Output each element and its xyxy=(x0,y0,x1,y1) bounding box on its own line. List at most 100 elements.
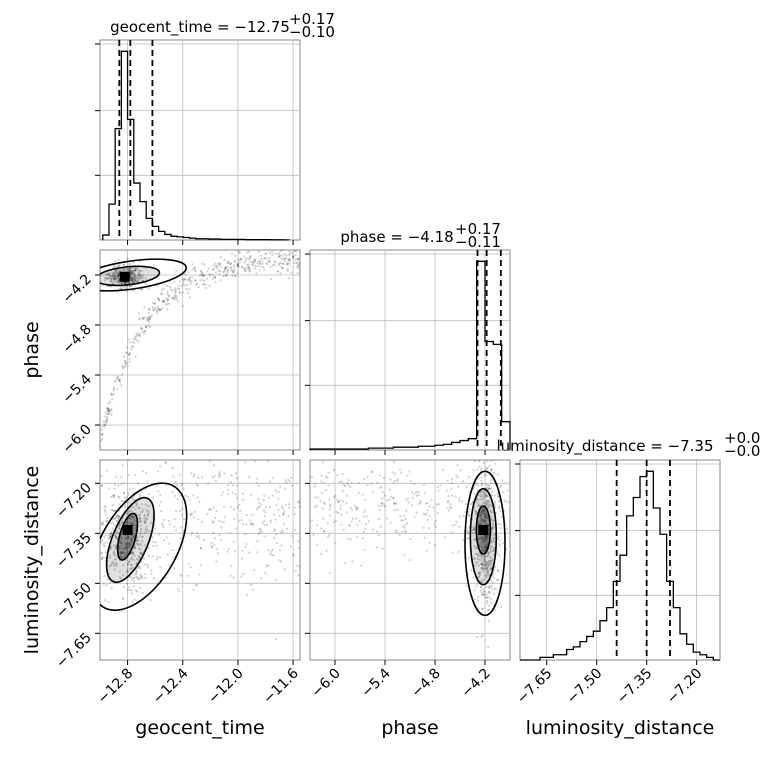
sample-point xyxy=(192,475,195,478)
sample-point xyxy=(153,460,156,462)
sample-point xyxy=(480,520,484,523)
sample-point xyxy=(378,518,381,521)
sample-point xyxy=(197,476,200,479)
sample-point xyxy=(395,531,398,534)
sample-point xyxy=(139,276,142,280)
sample-point xyxy=(160,308,163,311)
sample-point xyxy=(411,496,414,499)
sample-point xyxy=(260,577,263,580)
sample-point xyxy=(131,496,134,500)
sample-point xyxy=(451,478,454,481)
sample-point xyxy=(135,542,139,545)
sample-point xyxy=(147,509,150,512)
sample-point xyxy=(117,275,120,278)
sample-point xyxy=(127,267,130,270)
sample-point xyxy=(400,471,403,475)
sample-point xyxy=(195,483,198,486)
sample-point xyxy=(131,550,135,554)
sample-point xyxy=(281,258,284,261)
sample-point xyxy=(427,527,430,530)
sample-point xyxy=(130,552,133,555)
sample-point xyxy=(479,504,482,507)
sample-point xyxy=(130,276,133,279)
sample-point xyxy=(116,376,119,380)
sample-point xyxy=(163,301,166,304)
sample-point xyxy=(250,583,253,587)
sample-point xyxy=(218,273,221,276)
sample-point xyxy=(287,259,290,263)
sample-point xyxy=(136,276,139,280)
sample-point xyxy=(235,472,238,475)
sample-point xyxy=(158,308,162,312)
sample-point xyxy=(177,284,180,287)
sample-point xyxy=(115,277,118,280)
sample-point xyxy=(139,529,142,532)
sample-point xyxy=(478,499,481,502)
sample-point xyxy=(481,539,484,543)
sample-point xyxy=(133,576,136,579)
sample-point xyxy=(131,515,134,518)
sample-point xyxy=(283,510,286,513)
sample-point xyxy=(248,269,251,272)
sample-point xyxy=(320,474,323,477)
sample-point xyxy=(489,510,492,513)
sample-point xyxy=(214,265,218,268)
sample-point xyxy=(488,559,492,562)
sample-point xyxy=(134,266,137,269)
sample-point xyxy=(128,516,131,520)
sample-point xyxy=(478,465,481,468)
sample-point xyxy=(236,262,240,265)
sample-point xyxy=(127,511,131,514)
sample-point xyxy=(126,536,129,539)
sample-point xyxy=(252,263,255,267)
sample-point xyxy=(129,281,132,285)
sample-point xyxy=(455,520,458,523)
sample-point xyxy=(471,528,474,531)
sample-point xyxy=(484,502,487,505)
sample-point xyxy=(488,484,491,487)
sample-point xyxy=(314,505,317,509)
sample-point xyxy=(500,605,503,608)
sample-point xyxy=(248,255,252,258)
sample-point xyxy=(107,402,110,405)
sample-point xyxy=(251,460,254,461)
sample-point xyxy=(140,527,143,531)
sample-point xyxy=(240,518,244,521)
sample-point xyxy=(492,549,495,553)
density-contour-1 xyxy=(469,487,498,586)
sample-point xyxy=(257,497,260,501)
sample-point xyxy=(112,493,115,497)
hist-bar xyxy=(693,652,700,660)
sample-point xyxy=(264,252,267,255)
sample-point xyxy=(120,521,124,525)
sample-point xyxy=(124,537,127,540)
sample-point xyxy=(485,539,489,542)
sample-point xyxy=(127,267,131,271)
sample-point xyxy=(231,252,234,256)
sample-point xyxy=(342,528,345,532)
sample-point xyxy=(110,280,113,283)
sample-point xyxy=(128,360,131,364)
sample-point xyxy=(480,567,483,570)
sample-point xyxy=(107,272,111,275)
geocent-time-err-plus: +0.17 xyxy=(289,10,335,28)
sample-point xyxy=(130,556,134,559)
sample-point xyxy=(133,275,136,278)
sample-point xyxy=(358,519,361,523)
sample-point xyxy=(189,279,192,283)
sample-point xyxy=(131,277,134,280)
sample-point xyxy=(496,570,499,573)
sample-point xyxy=(265,252,268,255)
sample-point xyxy=(117,265,120,268)
sample-point xyxy=(477,494,480,497)
sample-point xyxy=(298,505,300,508)
sample-point xyxy=(143,330,146,333)
sample-point xyxy=(132,551,135,555)
sample-point xyxy=(179,573,182,576)
sample-point xyxy=(175,294,178,297)
sample-point xyxy=(137,539,140,542)
sample-point xyxy=(273,528,276,531)
sample-point xyxy=(130,539,134,542)
sample-point xyxy=(484,539,487,542)
sample-point xyxy=(127,536,130,539)
